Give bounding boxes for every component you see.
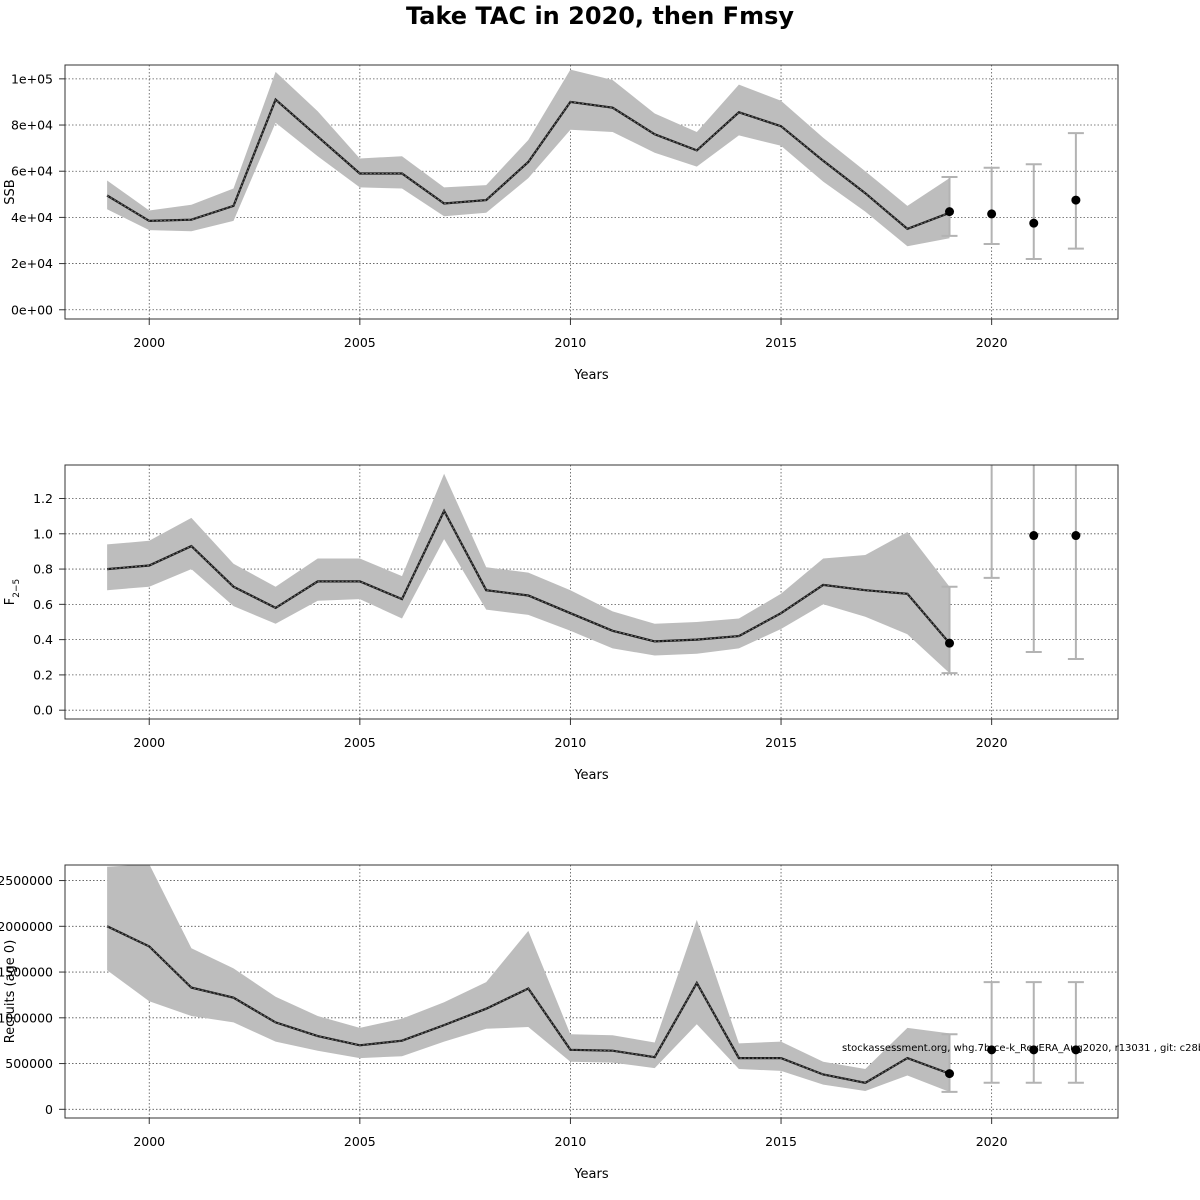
x-tick-label: 2010 [555,735,587,750]
y-tick-label: 0 [45,1102,53,1117]
y-tick-label: 1e+05 [11,71,53,86]
y-tick-label: 2000000 [0,919,53,934]
x-tick-label: 2005 [344,335,376,350]
forecast-point [945,207,955,217]
forecast-point [945,1069,955,1079]
x-tick-label: 2015 [765,735,797,750]
y-tick-label: 1.0 [33,526,53,541]
y-tick-label: 0.2 [33,667,53,682]
y-axis-label-subscript: 2−5 [12,579,22,598]
plot-frame [64,864,1119,1119]
panel-2: 2000 2005 2010 2015 2020 0.0 0.2 0.4 0.6 0.8 1.0 1.… [3,464,1119,783]
forecast-point [987,1045,997,1055]
panel-3: 2000 2005 2010 2015 2020 0 500000 1000000 150000… [0,864,1119,1182]
plot-area [106,865,1084,1093]
x-axis-label: Years [573,368,609,383]
estimate-line-dash [107,509,950,644]
y-axis-label: Recruits (age 0) [3,940,18,1044]
confidence-band [107,69,950,247]
y-tick-label: 1000000 [0,1010,53,1025]
forecast-point [1071,531,1081,541]
y-tick-label: 0.6 [33,597,53,612]
y-tick-label: 0.0 [33,703,53,718]
plot-area [107,465,1084,675]
y-tick-label: 1500000 [0,965,53,980]
x-tick-label: 2020 [976,1134,1008,1149]
x-tick-label: 2000 [133,1134,165,1149]
x-tick-label: 2020 [976,735,1008,750]
y-tick-label: 0.8 [33,562,53,577]
forecast-point [1029,1045,1039,1055]
plot-area [106,69,1084,260]
y-axis-label: F2−5 [3,579,22,605]
y-tick-label: 500000 [5,1056,53,1071]
forecast-point [1071,1045,1081,1055]
y-tick-label: 2e+04 [11,256,53,271]
x-tick-label: 2005 [344,1134,376,1149]
x-tick-label: 2010 [555,1134,587,1149]
forecast-point [987,209,997,219]
forecast-point [1071,195,1081,205]
x-tick-label: 2000 [133,335,165,350]
confidence-band [107,865,950,1092]
x-axis-label: Years [573,768,609,783]
y-axis-label: SSB [3,179,18,204]
plot-frame [64,464,1119,720]
x-axis-label: Years [573,1167,609,1182]
x-tick-label: 2005 [344,735,376,750]
y-tick-label: 1.2 [33,491,53,506]
x-tick-label: 2010 [555,335,587,350]
y-tick-label: 2500000 [0,873,53,888]
y-tick-label: 0e+00 [11,302,53,317]
y-tick-label: 6e+04 [11,164,53,179]
estimate-line-dash [106,925,950,1084]
footer-note: stockassessment.org, whg.7b-ce-k_RevERA_… [842,1043,1200,1054]
y-tick-label: 8e+04 [11,118,53,133]
chart-title: Take TAC in 2020, then Fmsy [405,2,795,30]
confidence-band [107,473,950,674]
forecast-point [1029,531,1039,541]
panel-1: 2000 2005 2010 2015 2020 0e+00 2e+04 4e+04 6e+04… [3,64,1119,383]
x-tick-label: 2000 [133,735,165,750]
estimate-line-dash [106,98,950,230]
forecast-point [1029,218,1039,228]
y-tick-label: 0.4 [33,632,53,647]
x-tick-label: 2015 [765,335,797,350]
plot-frame [64,64,1119,320]
y-tick-label: 4e+04 [11,210,53,225]
x-tick-label: 2015 [765,1134,797,1149]
x-tick-label: 2020 [976,335,1008,350]
forecast-point [945,638,955,648]
